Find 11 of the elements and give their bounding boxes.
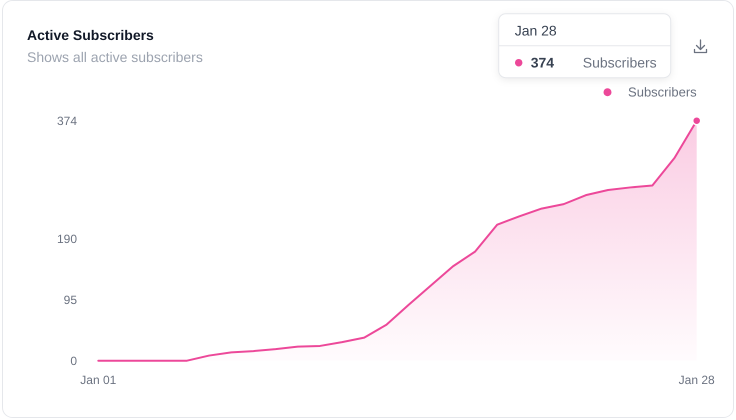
legend-label: Subscribers bbox=[628, 84, 698, 100]
y-tick-label: 95 bbox=[64, 292, 78, 307]
chart-title: Active Subscribers bbox=[27, 27, 154, 43]
y-tick-label: 0 bbox=[70, 354, 78, 368]
x-tick-label: Jan 01 bbox=[80, 373, 117, 387]
y-tick-label: 374 bbox=[56, 114, 78, 128]
text: Jan 28 bbox=[514, 22, 557, 39]
text: Subscribers bbox=[582, 54, 657, 71]
y-tick-label: 190 bbox=[56, 232, 78, 246]
chart-subtitle: Shows all active subscribers bbox=[27, 49, 203, 65]
text: 374 bbox=[530, 54, 554, 71]
